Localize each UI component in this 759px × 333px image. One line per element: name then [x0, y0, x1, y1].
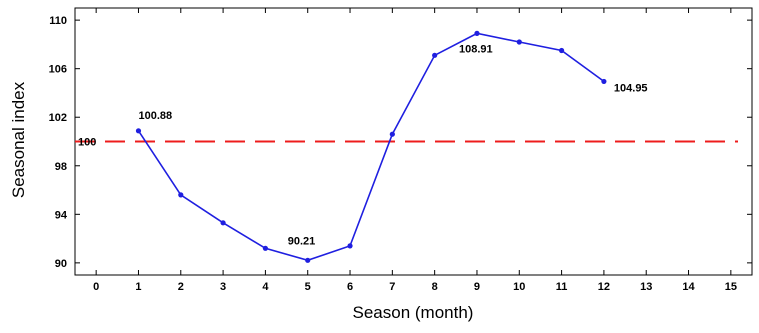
y-tick-label: 94: [55, 209, 68, 221]
x-tick-label: 10: [513, 281, 525, 293]
y-tick-label: 98: [55, 161, 67, 173]
x-tick-label: 9: [474, 281, 480, 293]
y-tick-label: 90: [55, 258, 67, 270]
y-axis-title: Seasonal index: [9, 81, 28, 198]
x-tick-label: 6: [347, 281, 353, 293]
x-tick-label: 0: [93, 281, 99, 293]
data-label: 104.95: [614, 82, 648, 94]
x-tick-label: 5: [305, 281, 311, 293]
x-tick-label: 12: [598, 281, 610, 293]
data-point: [135, 128, 142, 134]
data-label: 90.21: [288, 235, 316, 247]
x-tick-label: 15: [725, 281, 737, 293]
x-tick-label: 13: [640, 281, 652, 293]
x-tick-label: 14: [682, 281, 695, 293]
x-tick-label: 2: [178, 281, 184, 293]
data-point: [220, 220, 226, 226]
x-axis-title: Season (month): [353, 303, 474, 322]
data-point: [474, 30, 480, 36]
x-tick-label: 1: [135, 281, 141, 293]
data-point: [558, 47, 565, 54]
data-label: 108.91: [459, 43, 493, 55]
data-point: [389, 131, 395, 137]
data-point: [347, 243, 353, 249]
x-tick-label: 7: [389, 281, 395, 293]
reference-line-label: 100: [78, 137, 96, 149]
y-tick-label: 102: [49, 112, 67, 124]
x-tick-label: 11: [556, 281, 568, 293]
x-tick-label: 4: [262, 281, 269, 293]
x-tick-label: 3: [220, 281, 226, 293]
data-point: [305, 257, 311, 263]
x-tick-label: 8: [432, 281, 438, 293]
data-point: [601, 78, 607, 85]
data-point: [432, 52, 438, 58]
series-line: [137, 32, 605, 262]
y-tick-label: 106: [49, 64, 67, 76]
y-tick-label: 110: [49, 15, 67, 27]
data-point: [516, 39, 522, 45]
data-point: [178, 192, 184, 198]
data-point: [262, 245, 269, 251]
data-label: 100.88: [138, 110, 172, 122]
